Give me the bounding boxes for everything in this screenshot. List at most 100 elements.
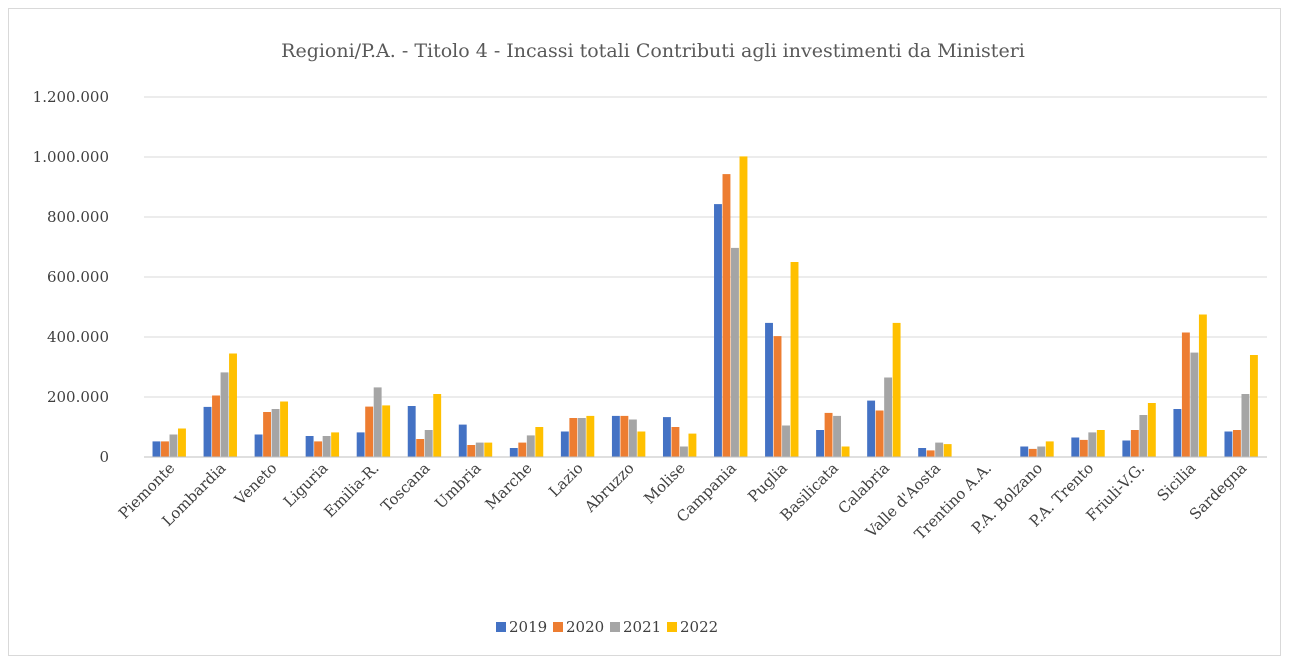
bar-2022	[382, 405, 391, 457]
legend-label: 2022	[680, 618, 718, 636]
bar-2019	[407, 406, 416, 457]
bar-2021	[322, 436, 331, 457]
bar-2021	[526, 435, 535, 457]
legend-item-2020: 2020	[553, 618, 604, 636]
bar-2021	[424, 430, 433, 457]
y-tick-label: 0	[99, 448, 109, 466]
bar-2021	[935, 442, 944, 457]
bar-2019	[867, 400, 876, 457]
bar-2020	[365, 406, 374, 457]
bar-2021	[731, 247, 739, 457]
bar-2020	[1232, 430, 1241, 457]
bar-2022	[1198, 314, 1207, 457]
bar-2021	[475, 442, 484, 457]
bar-2020	[620, 415, 629, 457]
bar-2020	[467, 445, 476, 457]
bar-2019	[611, 415, 620, 457]
x-category-label: Lazio	[545, 459, 586, 500]
legend-label: 2021	[623, 618, 661, 636]
bar-2021	[220, 372, 229, 457]
bar-2021	[373, 387, 382, 457]
bar-2019	[305, 436, 314, 457]
x-category-label: Toscana	[377, 459, 433, 515]
x-category-label: Marche	[482, 459, 536, 513]
bar-2021	[679, 446, 688, 457]
bar-2019	[560, 431, 569, 457]
bar-2019	[1071, 437, 1080, 457]
x-category-label: Umbria	[431, 459, 484, 512]
y-tick-label: 1.200.000	[33, 88, 109, 106]
bar-2020	[518, 442, 527, 457]
bar-2019	[203, 406, 212, 457]
bar-2021	[271, 409, 280, 457]
bar-2022	[586, 415, 595, 457]
bar-2020	[263, 412, 272, 457]
x-category-label: Molise	[640, 459, 689, 508]
bar-2021	[1139, 415, 1148, 457]
bar-2022	[178, 428, 186, 457]
bar-2019	[765, 322, 773, 457]
gridlines	[144, 96, 1267, 398]
legend-swatch	[496, 622, 506, 632]
y-axis-tick-labels: 0 200.000 400.000 600.000 800.000 1.000.000 1.…	[33, 88, 109, 466]
bar-2022	[433, 394, 442, 457]
bar-2019	[662, 417, 671, 457]
bar-2021	[169, 434, 178, 457]
bar-2020	[1130, 430, 1139, 457]
bar-2022	[229, 353, 237, 457]
y-tick-label: 200.000	[47, 388, 109, 406]
legend-swatch	[553, 622, 563, 632]
bar-2019	[509, 448, 518, 457]
bar-2019	[254, 434, 263, 457]
bar-2019	[152, 441, 161, 457]
y-tick-label: 600.000	[47, 268, 109, 286]
bar-2022	[892, 322, 901, 457]
bar-2022	[637, 431, 646, 457]
bar-2020	[1181, 332, 1190, 457]
y-tick-label: 800.000	[47, 208, 109, 226]
bar-2022	[1045, 441, 1054, 457]
x-category-label: Puglia	[744, 459, 791, 506]
bar-2020	[1028, 448, 1037, 457]
bar-2020	[212, 395, 220, 457]
bar-2022	[535, 427, 544, 457]
bars	[152, 156, 1258, 457]
y-tick-label: 1.000.000	[33, 148, 109, 166]
bar-2019	[1020, 446, 1029, 457]
bar-2019	[918, 448, 927, 457]
bar-2021	[1241, 394, 1250, 457]
bar-2021	[782, 425, 790, 457]
bar-2022	[688, 433, 697, 457]
bar-2021	[577, 418, 586, 457]
bar-2020	[824, 412, 833, 457]
legend-item-2022: 2022	[667, 618, 718, 636]
bar-2019	[816, 430, 825, 457]
bar-2021	[628, 419, 637, 457]
x-category-label: Abruzzo	[580, 459, 637, 516]
bar-2020	[416, 439, 425, 457]
bar-2020	[773, 336, 782, 457]
bar-2021	[1088, 432, 1097, 457]
bar-2022	[943, 444, 952, 457]
legend-label: 2019	[509, 618, 547, 636]
bar-2022	[484, 442, 493, 457]
legend: 2019 2020 2021 2022	[496, 618, 718, 636]
bar-2020	[161, 441, 169, 457]
bar-2021	[884, 377, 893, 457]
bar-2020	[1079, 439, 1088, 457]
bar-2022	[841, 446, 850, 457]
bar-2022	[739, 156, 748, 457]
chart-frame: Regioni/P.A. - Titolo 4 - Incassi totali…	[8, 8, 1281, 656]
x-category-label: Emilia-R.	[321, 459, 383, 521]
bar-2020	[722, 174, 731, 457]
bar-2022	[1147, 403, 1156, 457]
bar-2022	[1249, 355, 1258, 457]
x-category-label: Sicilia	[1153, 459, 1199, 505]
chart-title: Regioni/P.A. - Titolo 4 - Incassi totali…	[281, 40, 1025, 62]
legend-item-2021: 2021	[610, 618, 661, 636]
legend-swatch	[667, 622, 677, 632]
x-category-label: Veneto	[230, 459, 280, 509]
bar-2019	[356, 432, 365, 457]
bar-2022	[331, 432, 340, 457]
